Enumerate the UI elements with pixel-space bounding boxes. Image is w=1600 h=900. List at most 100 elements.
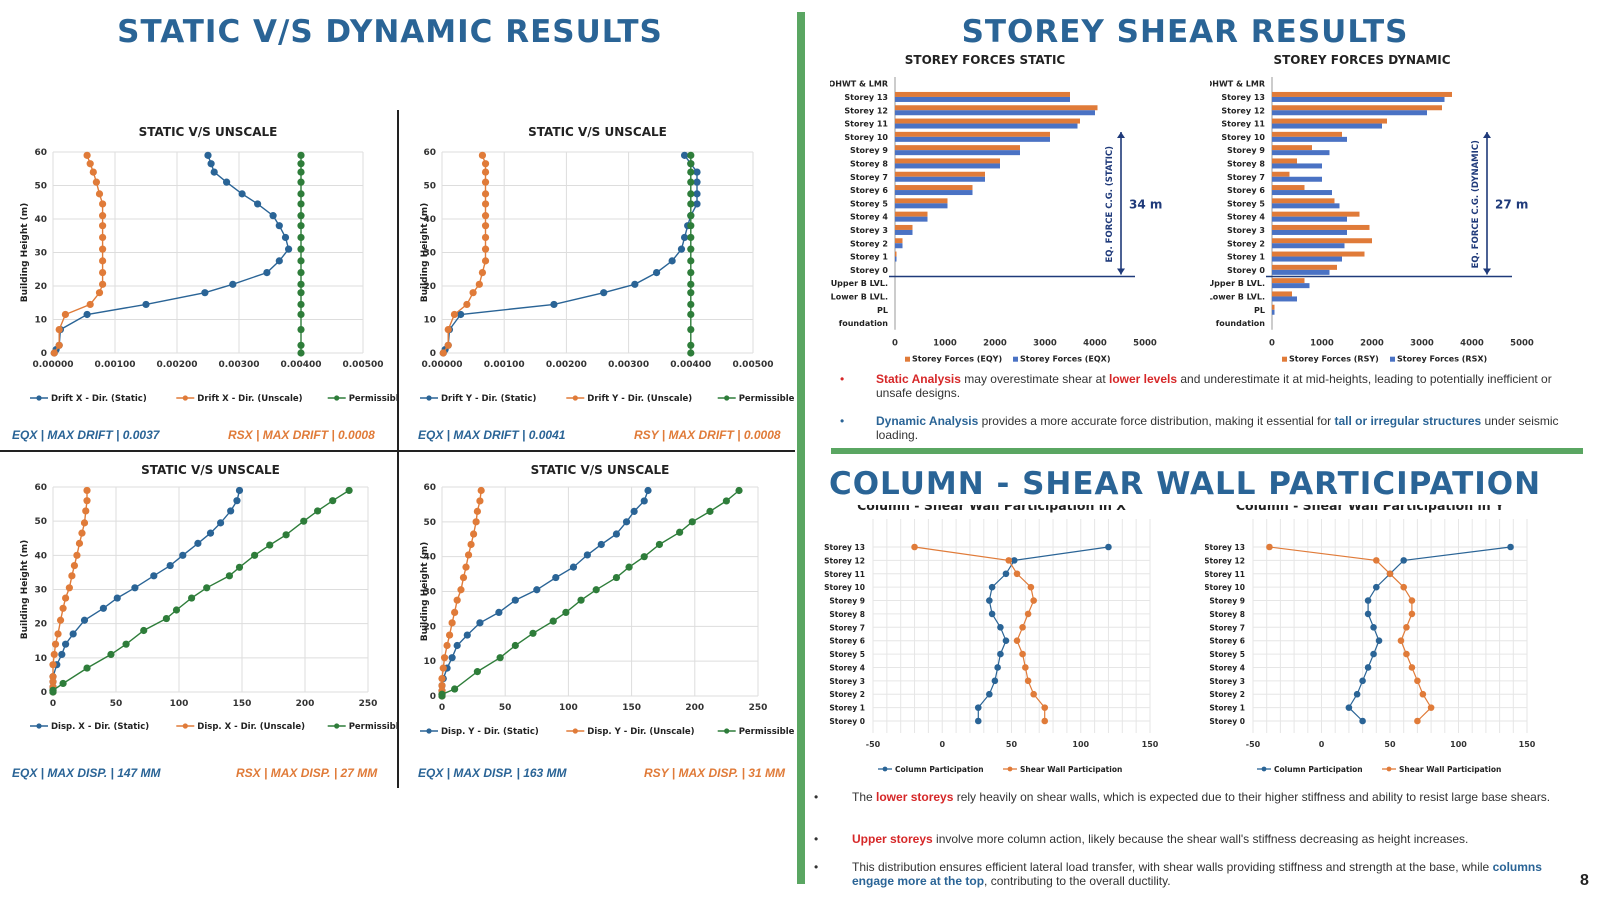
legend-marker <box>36 723 42 729</box>
bar <box>1272 256 1342 262</box>
data-point <box>150 572 158 580</box>
data-point <box>297 160 305 168</box>
y-tick-label: 0 <box>41 349 47 359</box>
category-label: Storey 4 <box>1227 213 1265 222</box>
bar <box>1272 185 1305 191</box>
data-point <box>251 551 259 559</box>
category-label: Storey 9 <box>1209 597 1245 606</box>
bar <box>895 203 948 209</box>
data-point <box>204 151 212 159</box>
y-tick-label: 40 <box>423 553 436 563</box>
data-point <box>1414 677 1421 685</box>
category-label: Storey 7 <box>1209 623 1245 632</box>
data-point <box>49 673 57 681</box>
caption-drift-y-dynamic: RSY | MAX DRIFT | 0.0008 <box>634 428 781 442</box>
data-point <box>640 497 648 505</box>
legend-label: Disp. X - Dir. (Static) <box>51 722 149 732</box>
bar <box>1272 211 1360 217</box>
legend-label: Storey Forces (EQX) <box>1020 355 1111 364</box>
legend-label: Column Participation <box>895 765 984 774</box>
data-point <box>676 528 684 536</box>
data-point <box>445 631 454 639</box>
x-tick-label: 250 <box>359 699 378 709</box>
data-point <box>1408 597 1416 604</box>
data-point <box>687 310 695 319</box>
category-label: Storey 5 <box>829 650 865 659</box>
data-point <box>994 664 1001 671</box>
data-point <box>83 486 91 495</box>
caption-disp-x-dynamic: RSX | MAX DISP. | 27 MM <box>236 766 378 780</box>
y-tick-label: 40 <box>34 215 47 225</box>
x-tick-label: 1000 <box>1310 339 1334 349</box>
category-label: Storey 1 <box>1209 704 1245 713</box>
legend-label: Disp. Y - Dir. (Unscale) <box>587 727 694 737</box>
data-point <box>722 497 730 505</box>
category-label: Storey 4 <box>1209 663 1245 672</box>
data-point <box>463 631 471 639</box>
data-point <box>56 616 65 624</box>
data-point <box>83 310 91 319</box>
legend-marker <box>724 728 730 734</box>
bullet-icon: • <box>814 832 819 846</box>
x-tick-label: 0.00100 <box>95 360 136 370</box>
bar <box>1272 216 1347 222</box>
bar <box>1272 291 1292 297</box>
data-point <box>1386 570 1394 578</box>
chart-storey-forces-static: STOREY FORCES STATIC 0 1000 2000 3000 4000 500… <box>830 53 1162 364</box>
data-point <box>481 245 490 253</box>
bar <box>895 131 1050 137</box>
x-tick-label: 0.00000 <box>33 360 74 370</box>
data-point <box>99 245 107 253</box>
x-tick-label: 100 <box>1450 740 1467 749</box>
chart-title: STOREY FORCES DYNAMIC <box>1273 53 1450 67</box>
bar <box>1272 238 1372 244</box>
category-label: Storey 9 <box>850 146 888 155</box>
legend-label: Storey Forces (EQY) <box>912 355 1002 364</box>
category-label: Storey 10 <box>1205 583 1245 592</box>
category-label: Storey 6 <box>850 186 888 195</box>
data-point <box>439 349 447 357</box>
bar <box>895 190 973 196</box>
category-label: OHWT & LMR <box>1210 80 1265 89</box>
legend-marker <box>1261 766 1267 772</box>
data-point <box>655 540 664 549</box>
y-tick-label: 20 <box>34 620 47 630</box>
bar <box>895 110 1095 116</box>
bar <box>895 136 1050 142</box>
data-point <box>569 563 578 571</box>
category-label: Upper B LVL. <box>1210 279 1265 288</box>
caption-disp-x-static: EQX | MAX DISP. | 147 MM <box>12 766 161 780</box>
data-point <box>229 280 237 288</box>
category-label: Storey 9 <box>829 597 865 606</box>
legend-label: Column Participation <box>1274 765 1363 774</box>
category-label: Lower B LVL. <box>831 292 888 301</box>
data-point <box>297 300 305 309</box>
data-point <box>83 664 91 672</box>
data-point <box>95 289 104 297</box>
category-label: Storey 2 <box>1227 239 1265 248</box>
cg-label: EQ. FORCE C.G. (STATIC) <box>1105 146 1115 263</box>
data-point <box>652 269 661 277</box>
data-point <box>203 584 211 592</box>
data-point <box>668 257 676 265</box>
data-point <box>297 269 305 277</box>
y-tick-label: 30 <box>34 586 47 596</box>
data-point <box>1370 650 1377 658</box>
category-label: Storey 6 <box>829 637 865 646</box>
y-axis-label: Building Height (m) <box>20 203 30 303</box>
y-axis-label: Building Height (m) <box>420 203 430 303</box>
data-point <box>50 349 58 357</box>
data-point <box>687 200 695 208</box>
arrow-head-down <box>1483 268 1491 275</box>
x-tick-label: 0 <box>939 740 945 749</box>
category-label: Storey 7 <box>829 623 865 632</box>
data-point <box>550 300 558 309</box>
data-point <box>1010 557 1018 564</box>
data-point <box>693 200 701 208</box>
data-point <box>1019 624 1026 631</box>
data-point <box>297 280 305 288</box>
category-label: Upper B LVL. <box>831 279 888 288</box>
data-point <box>99 604 107 612</box>
x-tick-label: 0.00200 <box>157 360 198 370</box>
caption-disp-y-dynamic: RSY | MAX DISP. | 31 MM <box>644 766 785 780</box>
